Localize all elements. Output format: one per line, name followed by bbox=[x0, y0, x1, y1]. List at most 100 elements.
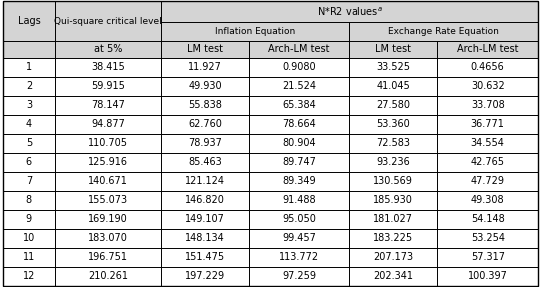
Text: 49.930: 49.930 bbox=[188, 82, 222, 92]
Bar bbox=[437, 41, 538, 58]
Bar bbox=[437, 134, 538, 153]
Text: 181.027: 181.027 bbox=[373, 214, 413, 224]
Bar bbox=[3, 134, 55, 153]
Bar bbox=[3, 115, 55, 134]
Text: 65.384: 65.384 bbox=[282, 100, 316, 110]
Bar bbox=[349, 96, 437, 115]
Text: 80.904: 80.904 bbox=[282, 138, 316, 148]
Text: 36.771: 36.771 bbox=[471, 119, 505, 129]
Text: 47.729: 47.729 bbox=[471, 176, 505, 186]
Bar bbox=[249, 115, 349, 134]
Text: Arch-LM test: Arch-LM test bbox=[457, 44, 518, 54]
Text: LM test: LM test bbox=[187, 44, 223, 54]
Bar bbox=[3, 1, 55, 41]
Bar bbox=[161, 248, 249, 267]
Text: 6: 6 bbox=[26, 157, 32, 167]
Bar bbox=[55, 1, 161, 41]
Bar bbox=[161, 77, 249, 96]
Text: 202.341: 202.341 bbox=[373, 271, 413, 281]
Bar bbox=[437, 77, 538, 96]
Bar bbox=[349, 153, 437, 172]
Bar bbox=[161, 229, 249, 248]
Bar bbox=[349, 229, 437, 248]
Text: 10: 10 bbox=[23, 233, 35, 243]
Text: 125.916: 125.916 bbox=[88, 157, 128, 167]
Bar bbox=[437, 115, 538, 134]
Text: 33.708: 33.708 bbox=[471, 100, 505, 110]
Text: 33.525: 33.525 bbox=[376, 63, 410, 72]
Bar bbox=[55, 248, 161, 267]
Bar bbox=[55, 115, 161, 134]
Bar bbox=[437, 248, 538, 267]
Bar bbox=[55, 77, 161, 96]
Bar bbox=[3, 172, 55, 191]
Bar bbox=[349, 172, 437, 191]
Bar bbox=[161, 22, 349, 41]
Bar bbox=[161, 153, 249, 172]
Bar bbox=[161, 134, 249, 153]
Text: 2: 2 bbox=[26, 82, 32, 92]
Bar bbox=[3, 191, 55, 210]
Text: 5: 5 bbox=[26, 138, 32, 148]
Bar bbox=[55, 41, 161, 58]
Bar bbox=[3, 77, 55, 96]
Bar bbox=[349, 115, 437, 134]
Text: 207.173: 207.173 bbox=[373, 252, 413, 262]
Bar bbox=[3, 153, 55, 172]
Bar bbox=[249, 58, 349, 77]
Bar bbox=[3, 1, 55, 41]
Bar bbox=[161, 134, 249, 153]
Bar bbox=[349, 96, 437, 115]
Bar bbox=[437, 172, 538, 191]
Bar bbox=[55, 229, 161, 248]
Bar bbox=[249, 248, 349, 267]
Text: 72.583: 72.583 bbox=[376, 138, 410, 148]
Bar bbox=[161, 267, 249, 286]
Text: 59.915: 59.915 bbox=[91, 82, 125, 92]
Bar bbox=[249, 153, 349, 172]
Bar bbox=[249, 229, 349, 248]
Bar bbox=[437, 58, 538, 77]
Bar bbox=[55, 153, 161, 172]
Bar bbox=[3, 248, 55, 267]
Bar bbox=[161, 267, 249, 286]
Bar bbox=[437, 267, 538, 286]
Bar bbox=[55, 96, 161, 115]
Bar bbox=[349, 22, 538, 41]
Bar bbox=[349, 41, 437, 58]
Text: 183.225: 183.225 bbox=[373, 233, 413, 243]
Text: 34.554: 34.554 bbox=[471, 138, 505, 148]
Text: 121.124: 121.124 bbox=[185, 176, 225, 186]
Bar bbox=[249, 134, 349, 153]
Text: 155.073: 155.073 bbox=[88, 195, 128, 205]
Text: 30.632: 30.632 bbox=[471, 82, 505, 92]
Text: 140.671: 140.671 bbox=[88, 176, 128, 186]
Bar bbox=[3, 41, 55, 58]
Bar bbox=[437, 229, 538, 248]
Bar bbox=[161, 172, 249, 191]
Bar bbox=[349, 77, 437, 96]
Bar bbox=[3, 172, 55, 191]
Bar bbox=[161, 115, 249, 134]
Bar bbox=[437, 58, 538, 77]
Bar bbox=[3, 210, 55, 229]
Text: 99.457: 99.457 bbox=[282, 233, 316, 243]
Bar bbox=[349, 134, 437, 153]
Bar bbox=[3, 267, 55, 286]
Bar bbox=[249, 210, 349, 229]
Bar bbox=[161, 58, 249, 77]
Text: 183.070: 183.070 bbox=[88, 233, 128, 243]
Text: 78.147: 78.147 bbox=[91, 100, 125, 110]
Text: 85.463: 85.463 bbox=[188, 157, 222, 167]
Bar bbox=[161, 115, 249, 134]
Bar bbox=[3, 77, 55, 96]
Bar bbox=[161, 96, 249, 115]
Bar bbox=[437, 153, 538, 172]
Bar bbox=[55, 58, 161, 77]
Bar bbox=[349, 267, 437, 286]
Bar bbox=[3, 41, 55, 58]
Bar bbox=[3, 229, 55, 248]
Bar bbox=[161, 1, 538, 22]
Bar bbox=[55, 77, 161, 96]
Bar bbox=[349, 229, 437, 248]
